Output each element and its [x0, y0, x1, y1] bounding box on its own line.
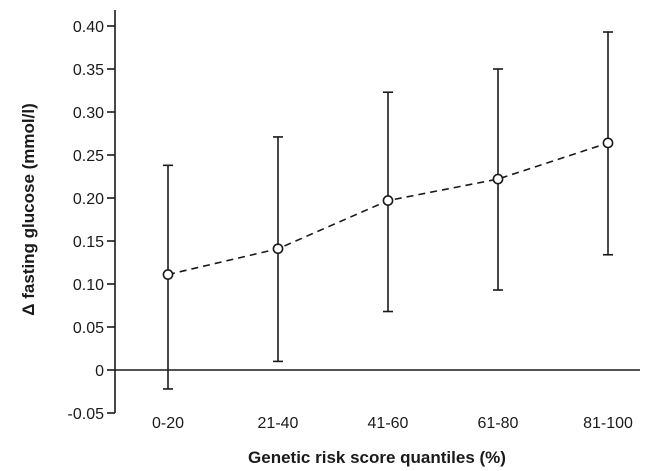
x-axis: 0-20 21-40 41-60 61-80 81-100 [115, 369, 640, 432]
y-tick-label: 0.05 [73, 320, 104, 337]
data-point [272, 243, 284, 255]
x-tick-label: 61-80 [478, 415, 519, 432]
y-axis: -0.05 0 0.05 0.10 0.15 0.20 0.25 0.30 0.35 0.40 [68, 10, 116, 423]
x-axis-title: Genetic risk score quantiles (%) [248, 448, 506, 467]
y-tick-label: 0 [95, 363, 104, 380]
data-point [162, 269, 174, 280]
x-tick-label: 41-60 [368, 415, 409, 432]
data-point [382, 195, 394, 206]
y-tick-label: 0.10 [73, 277, 104, 294]
y-tick-label: 0.30 [73, 105, 104, 122]
y-tick-label: 0.40 [73, 19, 104, 36]
y-tick-label: 0.25 [73, 148, 104, 165]
y-axis-title: Δ fasting glucose (mmol/l) [19, 103, 38, 315]
y-tick-label: 0.20 [73, 191, 104, 208]
data-point [602, 137, 614, 149]
x-tick-label: 0-20 [152, 415, 184, 432]
y-tick-label: 0.35 [73, 62, 104, 79]
data-point [492, 173, 504, 185]
x-tick-label: 21-40 [258, 415, 299, 432]
x-tick-label: 81-100 [583, 415, 633, 432]
y-tick-label: -0.05 [68, 406, 105, 423]
series-layer [162, 31, 614, 390]
y-tick-label: 0.15 [73, 234, 104, 251]
